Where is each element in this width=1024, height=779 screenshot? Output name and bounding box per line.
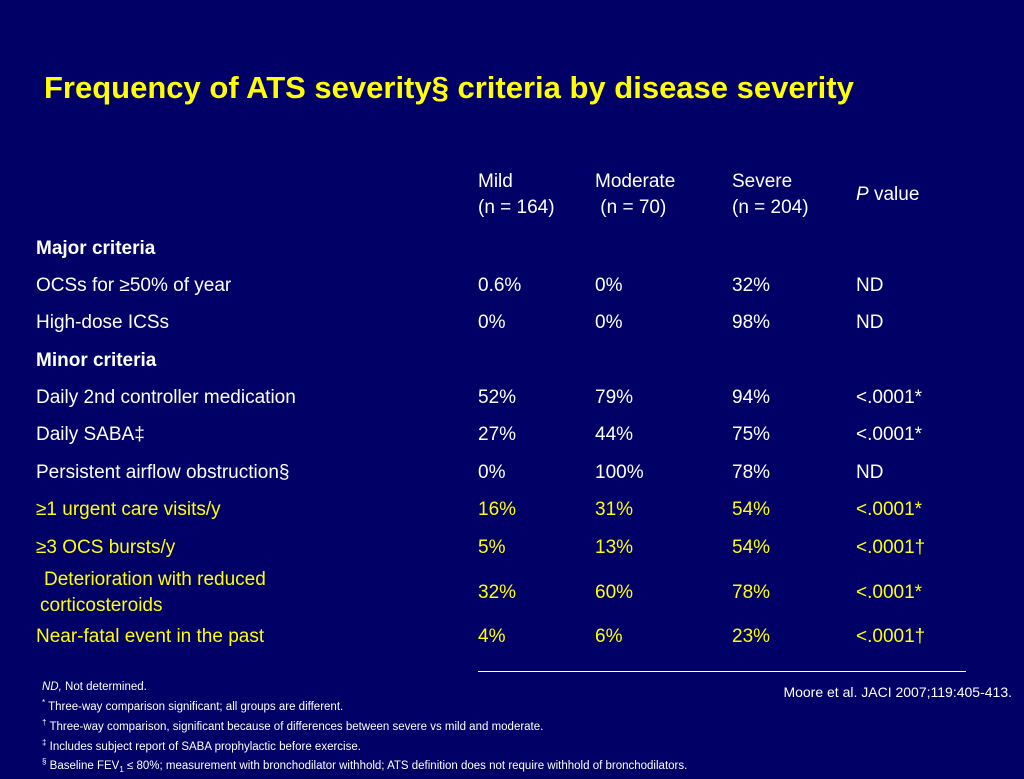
cell-p-value: <.0001†	[856, 536, 926, 558]
cell-p-value: ND	[856, 312, 884, 334]
cell-moderate: 0%	[595, 312, 623, 334]
severity-table: Mild (n = 164) Moderate (n = 70) Severe (n…	[36, 160, 966, 656]
cell-moderate: 13%	[595, 536, 634, 558]
footnote-star: * Three-way comparison significant; all …	[42, 695, 687, 715]
cell-mild: 0%	[478, 461, 506, 483]
row-label: High-dose ICSs	[36, 312, 170, 334]
row-label-line1: Deterioration with reduced	[44, 568, 266, 590]
section-row-major: Major criteria	[36, 230, 966, 267]
header-moderate: Moderate (n = 70)	[595, 160, 732, 230]
footnote-section: § Baseline FEV1 ≤ 80%; measurement with …	[42, 754, 687, 778]
cell-mild: 0%	[478, 312, 506, 334]
footnote-dagger-text: Three-way comparison, significant becaus…	[46, 720, 544, 733]
footnote-star-text: Three-way comparison significant; all gr…	[45, 700, 344, 713]
header-severe-label: Severe	[732, 171, 793, 192]
section-label-major: Major criteria	[36, 237, 156, 259]
cell-severe: 98%	[732, 312, 771, 334]
cell-moderate: 79%	[595, 386, 634, 408]
table-row-highlighted: ≥1 urgent care visits/y 16% 31% 54% <.00…	[36, 492, 966, 530]
page-title: Frequency of ATS severity§ criteria by d…	[44, 70, 854, 105]
header-p-value: P value	[856, 160, 966, 230]
footnote-section-text-b: ≤ 80%; measurement with bronchodilator w…	[123, 760, 688, 773]
header-severe: Severe (n = 204)	[732, 160, 856, 230]
row-label: Near-fatal event in the past	[36, 626, 265, 648]
cell-severe: 75%	[732, 424, 771, 446]
cell-severe: 78%	[732, 461, 771, 483]
header-moderate-label: Moderate	[595, 171, 676, 192]
section-row-minor: Minor criteria	[36, 342, 966, 379]
cell-severe: 54%	[732, 499, 771, 521]
citation: Moore et al. JACI 2007;119:405-413.	[783, 684, 1012, 700]
cell-p-value: <.0001*	[856, 581, 923, 603]
table-row: OCSs for ≥50% of year 0.6% 0% 32% ND	[36, 267, 966, 305]
row-label: Deterioration with reduced corticosteroid…	[36, 567, 478, 619]
cell-severe: 94%	[732, 386, 771, 408]
row-label: ≥3 OCS bursts/y	[36, 536, 176, 558]
row-label-line2: corticosteroids	[40, 594, 163, 616]
cell-mild: 5%	[478, 536, 506, 558]
header-p-rest: value	[868, 184, 920, 205]
cell-severe: 54%	[732, 536, 771, 558]
cell-p-value: ND	[856, 274, 884, 296]
cell-mild: 0.6%	[478, 274, 522, 296]
cell-p-value: ND	[856, 461, 884, 483]
cell-severe: 23%	[732, 626, 771, 648]
cell-mild: 27%	[478, 424, 517, 446]
table-row: Daily SABA‡ 27% 44% 75% <.0001*	[36, 417, 966, 455]
cell-p-value: <.0001*	[856, 386, 923, 408]
row-label: Daily 2nd controller medication	[36, 386, 296, 408]
footnotes: ND, Not determined. * Three-way comparis…	[42, 679, 687, 779]
cell-severe: 32%	[732, 274, 771, 296]
row-label: Persistent airflow obstruction§	[36, 461, 290, 483]
table-bottom-rule	[478, 671, 966, 672]
cell-moderate: 100%	[595, 461, 644, 483]
footnote-double-dagger-text: Includes subject report of SABA prophyla…	[46, 740, 361, 753]
cell-mild: 52%	[478, 386, 517, 408]
row-label: ≥1 urgent care visits/y	[36, 499, 221, 521]
header-mild: Mild (n = 164)	[478, 160, 595, 230]
table-row-highlighted: ≥3 OCS bursts/y 5% 13% 54% <.0001†	[36, 529, 966, 567]
table-row-highlighted: Near-fatal event in the past 4% 6% 23% <…	[36, 619, 966, 657]
header-moderate-n: (n = 70)	[595, 197, 667, 218]
footnote-double-dagger: ‡ Includes subject report of SABA prophy…	[42, 735, 687, 755]
footnote-star-symbol: *	[42, 698, 46, 707]
header-severe-n: (n = 204)	[732, 197, 809, 218]
cell-moderate: 31%	[595, 499, 634, 521]
header-blank	[36, 160, 478, 230]
cell-moderate: 44%	[595, 424, 634, 446]
header-p-italic: P	[856, 184, 869, 205]
row-label: OCSs for ≥50% of year	[36, 274, 232, 296]
cell-mild: 16%	[478, 499, 517, 521]
footnote-nd: ND, Not determined.	[42, 679, 687, 695]
table-row: Daily 2nd controller medication 52% 79% …	[36, 379, 966, 417]
table-row-highlighted: Deterioration with reduced corticosteroid…	[36, 567, 966, 619]
cell-p-value: <.0001*	[856, 424, 923, 446]
cell-moderate: 60%	[595, 581, 634, 603]
footnote-dagger-symbol: †	[42, 717, 47, 727]
table-row: Persistent airflow obstruction§ 0% 100% …	[36, 454, 966, 492]
table-header-row: Mild (n = 164) Moderate (n = 70) Severe (n…	[36, 160, 966, 230]
footnote-dagger: † Three-way comparison, significant beca…	[42, 715, 687, 735]
table-row: High-dose ICSs 0% 0% 98% ND	[36, 305, 966, 343]
footnote-nd-abbr: ND,	[42, 681, 62, 693]
footnote-section-text-a: Baseline FEV	[46, 760, 120, 773]
footnote-nd-text: Not determined.	[61, 681, 147, 693]
cell-mild: 32%	[478, 581, 517, 603]
cell-mild: 4%	[478, 626, 506, 648]
header-mild-n: (n = 164)	[478, 197, 555, 218]
cell-p-value: <.0001†	[856, 626, 926, 648]
footnote-double-dagger-symbol: ‡	[42, 737, 47, 747]
cell-p-value: <.0001*	[856, 499, 923, 521]
footnote-section-symbol: §	[42, 757, 47, 767]
cell-moderate: 0%	[595, 274, 623, 296]
header-mild-label: Mild	[478, 171, 513, 192]
cell-moderate: 6%	[595, 626, 623, 648]
cell-severe: 78%	[732, 581, 771, 603]
section-label-minor: Minor criteria	[36, 349, 157, 371]
row-label: Daily SABA‡	[36, 424, 145, 446]
